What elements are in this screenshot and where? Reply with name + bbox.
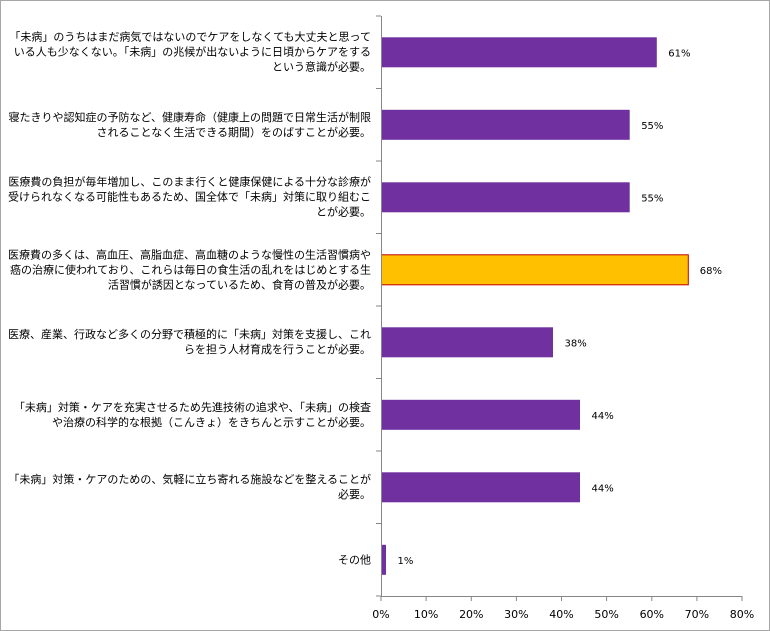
x-tick-label: 20% bbox=[459, 608, 483, 621]
x-tick-label: 10% bbox=[414, 608, 438, 621]
bar bbox=[381, 472, 580, 503]
bar bbox=[381, 327, 553, 358]
category-label: その他 bbox=[338, 553, 371, 567]
x-tick-label: 60% bbox=[640, 608, 664, 621]
bar bbox=[381, 399, 580, 430]
data-label: 44% bbox=[592, 483, 614, 494]
x-tick-label: 40% bbox=[549, 608, 573, 621]
x-tick-label: 0% bbox=[372, 608, 389, 621]
bar bbox=[381, 182, 630, 213]
data-label: 55% bbox=[641, 193, 663, 204]
data-label: 44% bbox=[592, 411, 614, 422]
category-label: 医療費の負担が毎年増加し、このまま行くと健康保健による十分な診療が受けられなくな… bbox=[8, 175, 371, 219]
x-tick-label: 80% bbox=[730, 608, 754, 621]
x-tick-label: 50% bbox=[594, 608, 618, 621]
data-label: 55% bbox=[641, 121, 663, 132]
x-tick-label: 30% bbox=[504, 608, 528, 621]
data-label: 68% bbox=[700, 266, 722, 277]
bar bbox=[381, 109, 630, 140]
bar bbox=[381, 37, 657, 68]
x-tick-label: 70% bbox=[685, 608, 709, 621]
data-label: 1% bbox=[398, 556, 414, 567]
bar bbox=[381, 254, 689, 286]
category-label: 医療、産業、行政など多くの分野で積極的に「未病」対策を支援し、これらを担う人材育… bbox=[8, 328, 371, 357]
category-label: 医療費の多くは、高血圧、高脂血症、高血糖のような慢性の生活習慣病や癌の治療に使わ… bbox=[8, 248, 371, 292]
category-label: 「未病」のうちはまだ病気ではないのでケアをしなくても大丈夫と思っている人も少なく… bbox=[9, 30, 371, 74]
category-label: 寝たきりや認知症の予防など、健康寿命（健康上の問題で日常生活が制限されることなく… bbox=[8, 110, 371, 139]
data-label: 38% bbox=[565, 338, 587, 349]
category-label: 「未病」対策・ケアのための、気軽に立ち寄れる施設などを整えることが必要。 bbox=[8, 473, 371, 502]
category-label: 「未病」対策・ケアを充実させるため先進技術の追求や、「未病」の検査や治療の科学的… bbox=[13, 400, 371, 429]
data-label: 61% bbox=[668, 48, 690, 59]
bar bbox=[381, 544, 386, 575]
